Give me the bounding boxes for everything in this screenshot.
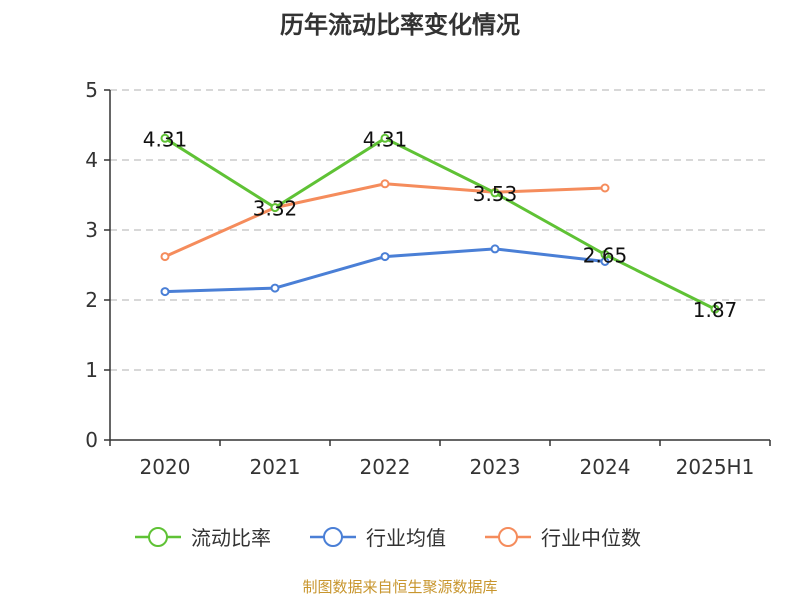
data-label: 2.65 [583, 244, 628, 268]
data-label: 3.32 [253, 197, 298, 221]
legend-label: 行业均值 [366, 526, 446, 550]
y-tick-label: 5 [85, 78, 98, 102]
data-point [270, 283, 280, 293]
x-tick-label: 2020 [140, 455, 191, 479]
source-note: 制图数据来自恒生聚源数据库 [302, 578, 497, 596]
axes: 0 1 2 3 4 5 2020 2021 2022 2023 2024 2025H1 [85, 78, 771, 479]
legend-item: 流动比率 [135, 526, 271, 550]
y-tick-label: 4 [85, 148, 98, 172]
legend-item: 行业中位数 [485, 526, 641, 550]
data-point [380, 133, 390, 143]
y-tick-label: 1 [85, 358, 98, 382]
series-line [164, 182, 606, 258]
y-tick-label: 2 [85, 288, 98, 312]
data-point [380, 252, 390, 262]
data-point [160, 252, 170, 262]
data-label: 4.31 [143, 127, 188, 151]
grid-lines [110, 89, 770, 371]
data-point [710, 304, 720, 314]
data-point [600, 183, 610, 193]
x-tick-label: 2024 [580, 455, 631, 479]
x-tick-label: 2021 [250, 455, 301, 479]
data-point [380, 179, 390, 189]
data-point [270, 203, 280, 213]
series-line [164, 136, 716, 311]
y-tick-label: 3 [85, 218, 98, 242]
legend-marker [323, 527, 343, 547]
series-group [160, 133, 720, 314]
data-point [600, 250, 610, 259]
data-point [160, 287, 170, 297]
data-label: 4.31 [363, 127, 408, 151]
legend-label: 流动比率 [191, 526, 271, 550]
data-label: 3.53 [473, 182, 518, 206]
chart-title: 历年流动比率变化情况 [280, 11, 520, 39]
x-tick-label: 2025H1 [676, 455, 755, 479]
x-tick-label: 2023 [470, 455, 521, 479]
legend-item: 行业均值 [310, 526, 446, 550]
y-tick-label: 0 [85, 428, 98, 452]
data-labels: 4.31 3.32 4.31 3.53 2.65 1.87 [143, 127, 738, 322]
x-tick-label: 2022 [360, 455, 411, 479]
legend-label: 行业中位数 [541, 526, 641, 550]
legend-marker [148, 527, 168, 547]
data-label: 1.87 [693, 298, 738, 322]
data-point [160, 133, 170, 143]
legend: 流动比率 行业均值 行业中位数 [135, 526, 641, 550]
data-point [490, 244, 500, 254]
data-point [490, 188, 500, 198]
legend-marker [498, 527, 518, 547]
